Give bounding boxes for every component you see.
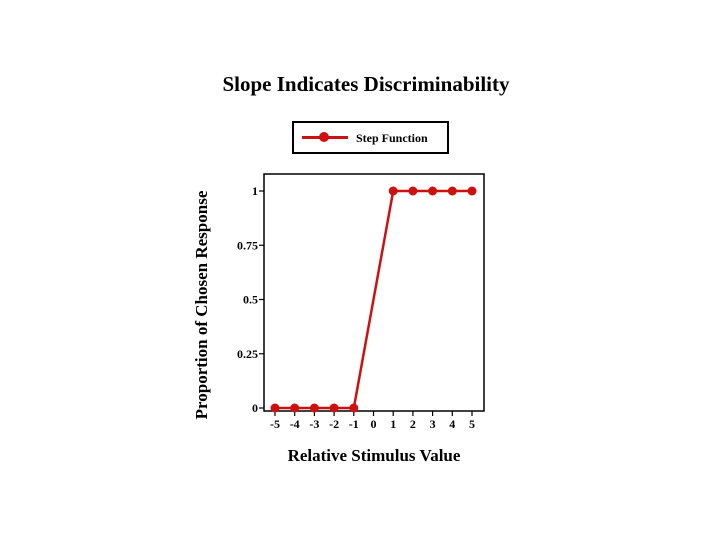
y-axis-label: Proportion of Chosen Response	[192, 190, 211, 420]
legend-marker-swatch	[319, 132, 329, 142]
x-tick-label: 5	[469, 417, 475, 431]
legend-label: Step Function	[356, 131, 428, 145]
x-tick-label: 4	[449, 417, 455, 431]
x-tick-label: -2	[329, 417, 339, 431]
data-point	[349, 403, 359, 413]
y-tick-label: 1	[252, 184, 258, 198]
y-tick-label: 0.25	[237, 347, 258, 361]
legend: Step Function	[292, 121, 449, 154]
y-tick-label: 0.75	[237, 238, 258, 252]
x-tick-label: -4	[290, 417, 300, 431]
data-point	[467, 186, 477, 196]
data-point	[447, 186, 457, 196]
x-tick-label: -3	[309, 417, 319, 431]
x-tick-label: -5	[270, 417, 280, 431]
x-tick-label: 3	[430, 417, 436, 431]
series-line	[275, 189, 472, 410]
x-axis: -5 -4 -3 -2 -1 0 1 2 3 4 5	[270, 411, 475, 431]
data-point	[329, 403, 339, 413]
x-tick-label: 1	[390, 417, 396, 431]
series-layer	[270, 186, 477, 413]
data-point	[428, 186, 438, 196]
y-axis: 0 0.25 0.5 0.75 1	[237, 184, 264, 415]
data-point	[309, 403, 319, 413]
x-axis-label: Relative Stimulus Value	[287, 446, 461, 465]
data-point	[408, 186, 418, 196]
y-tick-label: 0	[252, 401, 258, 415]
data-point	[388, 186, 398, 196]
chart-title: Slope Indicates Discriminability	[222, 72, 510, 96]
data-point	[270, 403, 280, 413]
x-tick-label: 0	[371, 417, 377, 431]
y-tick-label: 0.5	[243, 293, 258, 307]
x-tick-label: 2	[410, 417, 416, 431]
data-point	[290, 403, 300, 413]
x-tick-label: -1	[349, 417, 359, 431]
